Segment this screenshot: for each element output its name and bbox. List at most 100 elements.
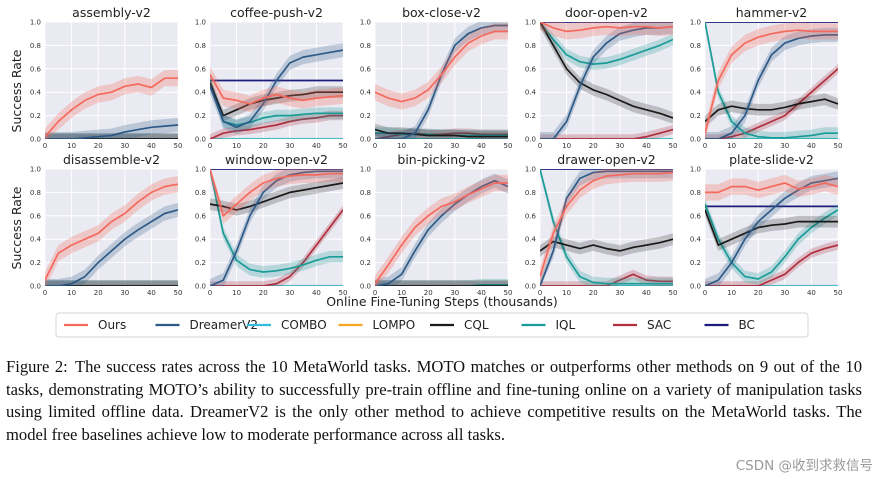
subplot-title: box-close-v2 (402, 5, 481, 20)
band-ours (375, 23, 508, 110)
x-tick-label: 40 (312, 289, 321, 297)
x-tick-label: 0 (373, 142, 377, 150)
y-tick-label: 0.4 (195, 89, 207, 97)
x-tick-label: 30 (285, 142, 294, 150)
subplot-title: assembly-v2 (72, 5, 151, 20)
band-sac (705, 240, 838, 286)
x-tick-label: 30 (450, 289, 459, 297)
legend-label: COMBO (281, 318, 327, 332)
subplot-door-open-v2: 0.0 0.2 0.4 0.6 0.8 1.0 0 10 20 30 40 50 door-open-v… (525, 5, 678, 150)
band-iql (45, 280, 178, 286)
y-tick-label: 0.4 (30, 236, 42, 244)
legend-label: CQL (464, 318, 489, 332)
plot-area (375, 169, 508, 286)
x-tick-label: 0 (703, 142, 707, 150)
line-ours (705, 182, 838, 194)
y-tick-label: 0.6 (360, 212, 372, 220)
y-tick-label: 0.6 (690, 212, 702, 220)
y-tick-label: 0.2 (360, 112, 371, 120)
line-dreamerv2 (375, 179, 508, 286)
line-ours (540, 22, 673, 33)
y-tick-label: 1.0 (525, 166, 536, 174)
line-iql (705, 22, 838, 139)
x-tick-label: 20 (754, 142, 763, 150)
y-tick-label: 0.4 (525, 89, 537, 97)
line-ours (375, 30, 508, 103)
line-dreamerv2 (210, 170, 343, 286)
x-tick-label: 10 (727, 142, 736, 150)
line-cql (375, 128, 508, 138)
line-iql (705, 203, 838, 280)
y-tick-label: 0.6 (195, 65, 207, 73)
x-tick-label: 50 (504, 142, 513, 150)
x-tick-label: 20 (589, 142, 598, 150)
band-ours (210, 66, 343, 113)
legend: Ours DreamerV2 COMBO LOMPO CQL IQL SAC BC (55, 312, 809, 338)
legend-item-iql: IQL (521, 318, 575, 332)
series-group (705, 171, 838, 286)
y-tick-label: 0.0 (195, 283, 206, 291)
line-cql (210, 82, 343, 117)
y-tick-label: 0.4 (360, 89, 372, 97)
y-tick-label: 0.2 (30, 112, 41, 120)
line-iql (375, 283, 508, 286)
series-group (540, 22, 673, 139)
x-tick-label: 0 (538, 289, 542, 297)
legend-label: SAC (647, 318, 671, 332)
line-ours (375, 182, 508, 285)
x-tick-label: 40 (642, 289, 651, 297)
figure-caption: Figure 2: The success rates across the 1… (6, 356, 862, 446)
line-sac (210, 209, 343, 286)
plot-area (705, 22, 838, 139)
subplot-title: bin-picking-v2 (397, 152, 485, 167)
x-tick-label: 30 (285, 289, 294, 297)
band-ours (210, 169, 343, 224)
y-tick-label: 1.0 (525, 19, 536, 27)
subplot-title: hammer-v2 (736, 5, 808, 20)
line-ours (45, 183, 178, 281)
legend-item-dreamer: DreamerV2 (155, 318, 258, 332)
x-tick-label: 30 (120, 142, 129, 150)
y-tick-label: 0.0 (525, 283, 536, 291)
series-group (540, 169, 673, 286)
legend-item-ours: Ours (64, 318, 126, 332)
band-iql (705, 198, 838, 285)
y-tick-label: 0.4 (690, 89, 702, 97)
band-cql (705, 204, 838, 251)
x-tick-label: 10 (727, 289, 736, 297)
y-tick-label: 0.0 (690, 136, 701, 144)
x-tick-label: 50 (669, 289, 678, 297)
legend-item-bc: BC (704, 318, 755, 332)
x-tick-label: 0 (373, 289, 377, 297)
legend-label: BC (739, 318, 755, 332)
line-sac (540, 273, 673, 286)
subplot-assembly-v2: 0.0 0.2 0.4 0.6 0.8 1.0 0 10 20 30 40 50 assembly-v2 (30, 5, 183, 150)
band-dreamerv2 (45, 117, 178, 139)
band-dreamerv2 (705, 27, 838, 139)
y-tick-label: 1.0 (30, 19, 41, 27)
x-tick-label: 0 (43, 289, 47, 297)
y-tick-label: 0.2 (195, 112, 206, 120)
series-group (375, 173, 508, 286)
line-dreamerv2 (705, 177, 838, 286)
series-group (210, 43, 343, 139)
y-tick-label: 1.0 (690, 19, 701, 27)
legend-item-combo: COMBO (247, 318, 327, 332)
subplot-plate-slide-v2: 0.0 0.2 0.4 0.6 0.8 1.0 0 10 20 30 40 50 plate-slide… (690, 152, 843, 297)
x-tick-label: 50 (174, 142, 183, 150)
y-tick-label: 0.2 (30, 259, 41, 267)
y-tick-label: 0.6 (30, 212, 42, 220)
y-tick-label: 0.0 (30, 136, 41, 144)
y-tick-label: 1.0 (30, 166, 41, 174)
y-tick-label: 0.4 (525, 236, 537, 244)
y-tick-label: 0.4 (30, 89, 42, 97)
line-ours (45, 77, 178, 138)
x-tick-label: 20 (424, 289, 433, 297)
band-dreamerv2 (45, 202, 178, 286)
y-tick-label: 0.8 (690, 189, 701, 197)
band-ours (375, 174, 508, 286)
y-tick-label: 0.0 (690, 283, 701, 291)
band-iql (375, 279, 508, 286)
line-iql (540, 169, 673, 285)
x-tick-label: 20 (589, 289, 598, 297)
